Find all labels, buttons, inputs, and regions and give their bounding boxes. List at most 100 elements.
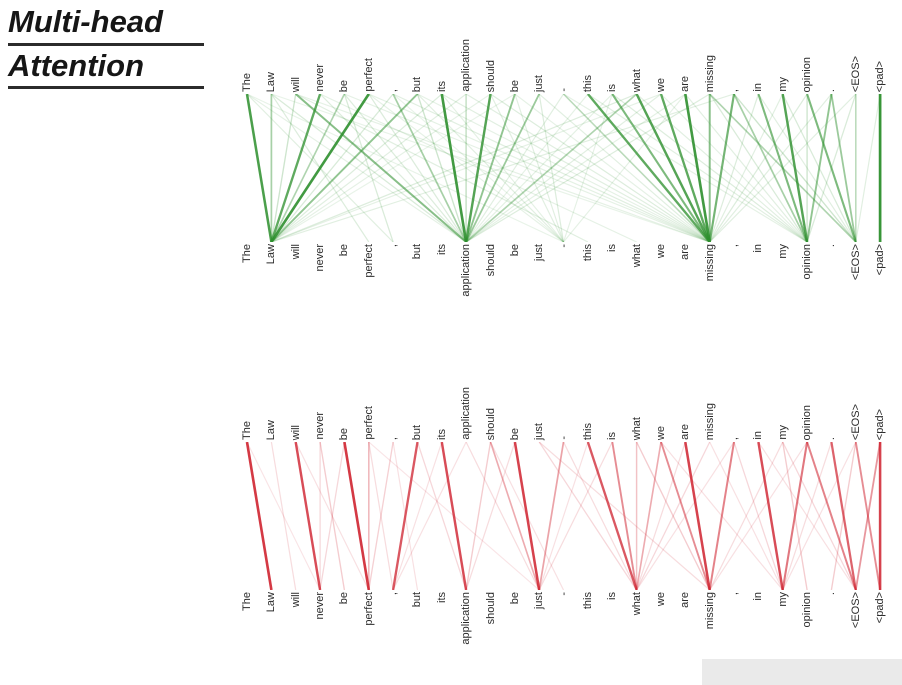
attention-line: [635, 94, 711, 242]
token-label: application: [460, 39, 473, 92]
attention-lines-svg: [245, 442, 882, 590]
token-label: what: [630, 68, 643, 92]
token-label: in: [752, 431, 765, 440]
token-label: perfect: [362, 58, 375, 92]
attention-line: [562, 94, 613, 242]
attention-line: [271, 94, 467, 242]
token-label: ,: [728, 436, 740, 440]
attention-line: [270, 94, 370, 242]
attention-line: [465, 442, 540, 590]
attention-line: [319, 94, 467, 242]
attention-line: [733, 442, 784, 590]
token-label: will: [289, 592, 302, 608]
attention-line: [416, 94, 467, 242]
attention-line: [709, 442, 784, 590]
token-label: we: [654, 592, 667, 607]
token-label: this: [581, 592, 594, 610]
token-label: opinion: [801, 592, 814, 628]
attention-line: [368, 442, 394, 590]
attention-line: [489, 442, 540, 590]
attention-line: [271, 94, 662, 242]
attention-line: [465, 442, 492, 590]
attention-line: [368, 94, 564, 242]
token-label: <EOS>: [849, 592, 862, 629]
attention-line: [855, 94, 881, 242]
attention-line: [465, 94, 541, 242]
attention-line: [270, 94, 419, 242]
attention-line: [611, 94, 711, 242]
attention-line: [757, 94, 857, 242]
token-label: <pad>: [874, 60, 887, 92]
token-label: what: [630, 592, 643, 616]
attention-line: [538, 94, 711, 242]
token-label: be: [508, 427, 521, 440]
attention-line: [464, 94, 492, 242]
attention-line: [271, 94, 516, 242]
token-label: my: [776, 592, 789, 607]
token-label: in: [752, 244, 765, 253]
attention-line: [709, 94, 808, 242]
page-title: Multi-head Attention: [8, 4, 204, 90]
token-label: but: [411, 76, 424, 92]
attention-line: [635, 442, 662, 590]
attention-line: [344, 94, 710, 242]
token-label: opinion: [801, 244, 814, 280]
token-label: will: [289, 244, 302, 260]
token-label: will: [289, 76, 302, 92]
token-label: be: [508, 244, 521, 257]
attention-line: [465, 94, 613, 242]
attention-line: [733, 94, 808, 242]
token-label: perfect: [362, 406, 375, 440]
attention-line: [270, 94, 297, 242]
attention-line: [440, 442, 468, 590]
attention-line: [562, 94, 711, 242]
token-label: <pad>: [874, 592, 887, 624]
attention-line: [709, 94, 759, 242]
attention-line: [441, 94, 564, 242]
token-label: missing: [703, 54, 716, 92]
token-label: is: [606, 244, 619, 252]
attention-line: [709, 442, 784, 590]
attention-line: [538, 442, 589, 590]
token-label: should: [484, 59, 497, 92]
token-label: ,: [728, 592, 740, 596]
token-label: Law: [265, 419, 278, 440]
token-label: missing: [703, 592, 716, 630]
attention-line: [490, 94, 711, 242]
token-label: application: [460, 592, 473, 645]
token-label: perfect: [362, 592, 375, 626]
token-label: ,: [387, 592, 400, 596]
title-line-1: Multi-head: [8, 4, 204, 46]
token-label: -: [557, 436, 570, 440]
attention-line: [709, 442, 808, 590]
token-label: The: [241, 421, 253, 440]
attention-line: [782, 442, 832, 590]
token-label: .: [825, 592, 838, 596]
title-line-2: Attention: [8, 48, 204, 90]
attention-line: [708, 442, 735, 590]
attention-line: [465, 442, 516, 590]
token-label: this: [581, 244, 594, 262]
attention-line: [270, 94, 394, 242]
attention-line: [563, 94, 686, 242]
attention-line: [538, 442, 565, 590]
attention-line: [343, 442, 371, 590]
token-label: is: [606, 592, 619, 600]
token-label: just: [533, 74, 546, 92]
attention-lines-svg: [245, 94, 882, 242]
attention-line: [319, 442, 346, 590]
token-label: be: [508, 79, 521, 92]
token-label: we: [654, 77, 667, 92]
attention-line: [514, 94, 711, 242]
token-label: perfect: [362, 244, 375, 278]
attention-line: [514, 94, 565, 242]
attention-line: [709, 94, 808, 242]
attention-line: [684, 442, 711, 590]
bottom-right-shade: [702, 659, 902, 685]
attention-line: [660, 442, 711, 590]
token-label: -: [557, 88, 570, 92]
token-label: but: [411, 592, 424, 608]
attention-line: [659, 94, 711, 242]
attention-line: [781, 442, 809, 590]
attention-line: [270, 94, 346, 242]
